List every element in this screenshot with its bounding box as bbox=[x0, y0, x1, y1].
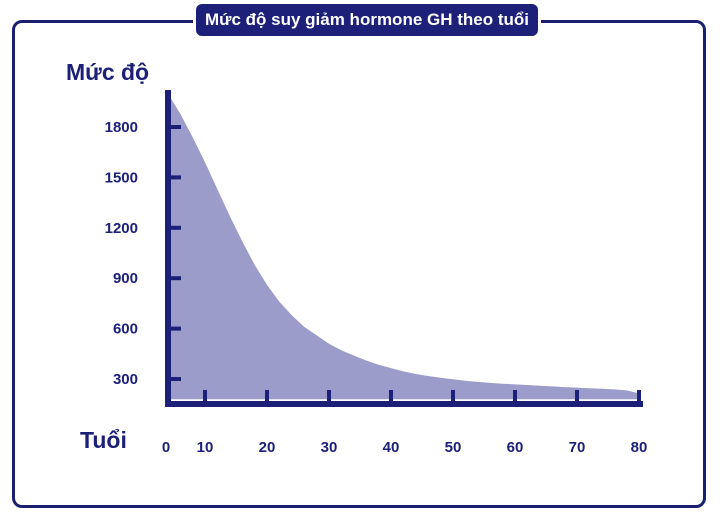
x-tick-label: 10 bbox=[197, 439, 214, 456]
x-tick-label: 20 bbox=[259, 439, 276, 456]
y-tick-label: 1800 bbox=[105, 119, 138, 136]
x-axis-title: Tuổi bbox=[80, 427, 127, 453]
y-tick-label: 900 bbox=[113, 270, 138, 287]
x-tick-label: 0 bbox=[162, 439, 170, 456]
x-tick-label: 50 bbox=[445, 439, 462, 456]
x-tick-label: 30 bbox=[321, 439, 338, 456]
y-axis-ticks: 300 600 900 1200 1500 1800 bbox=[105, 119, 181, 388]
y-tick-label: 600 bbox=[113, 321, 138, 338]
x-tick-label: 60 bbox=[507, 439, 524, 456]
y-tick-label: 300 bbox=[113, 371, 138, 388]
x-tick-label: 80 bbox=[631, 439, 648, 456]
y-tick-label: 1500 bbox=[105, 169, 138, 186]
chart-title: Mức độ suy giảm hormone GH theo tuổi bbox=[196, 4, 538, 36]
x-axis-ticks: 0 10 20 30 40 50 60 70 80 bbox=[162, 390, 648, 456]
x-tick-label: 40 bbox=[383, 439, 400, 456]
y-axis-title: Mức độ bbox=[66, 59, 149, 85]
y-tick-label: 1200 bbox=[105, 220, 138, 237]
chart-axes bbox=[165, 90, 643, 407]
x-tick-label: 70 bbox=[569, 439, 586, 456]
series-area-gh-level bbox=[167, 93, 640, 400]
